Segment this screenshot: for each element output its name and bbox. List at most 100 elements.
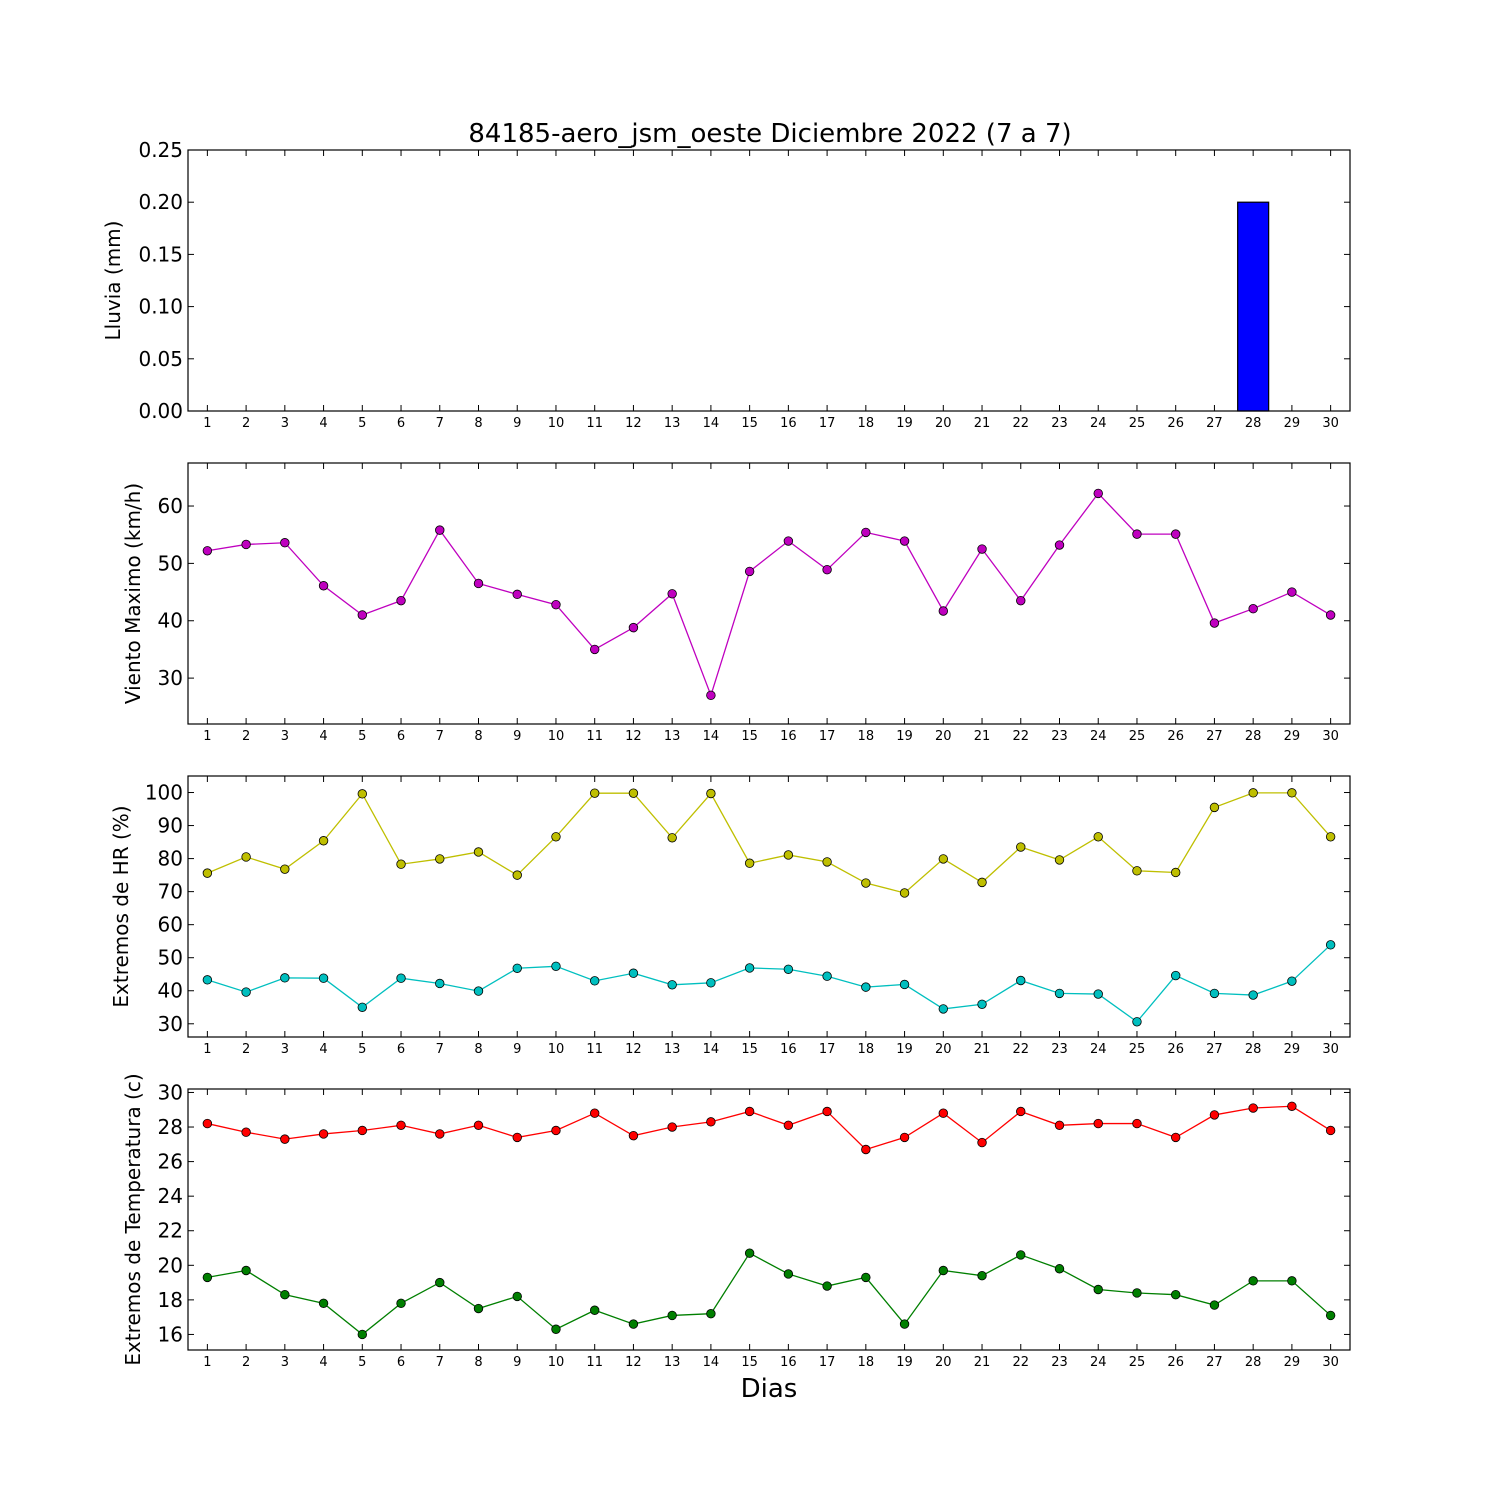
data-point (1016, 842, 1026, 852)
x-tick-label: 9 (513, 729, 521, 744)
data-point (899, 536, 910, 546)
y-axis-label: Viento Maximo (km/h) (121, 483, 145, 704)
x-tick-label: 26 (1167, 416, 1184, 431)
y-tick-label: 0.20 (138, 190, 183, 214)
x-tick-label: 19 (896, 729, 913, 744)
data-point (899, 1132, 910, 1143)
data-point (861, 527, 871, 538)
y-tick-label: 30 (158, 1080, 183, 1104)
x-tick-label: 20 (935, 729, 952, 744)
x-tick-label: 2 (242, 1042, 250, 1057)
x-tick-label: 1 (203, 416, 211, 431)
x-tick-label: 11 (586, 729, 603, 744)
x-tick-label: 22 (1012, 1042, 1029, 1057)
x-tick-label: 18 (858, 1042, 875, 1057)
x-tick-label: 7 (436, 729, 444, 744)
data-point (783, 1120, 794, 1130)
y-tick-label: 18 (158, 1288, 183, 1312)
y-tick-label: 22 (158, 1219, 183, 1243)
data-point (318, 973, 329, 983)
x-tick-label: 13 (664, 1042, 681, 1057)
x-tick-label: 11 (586, 1042, 603, 1057)
x-tick-label: 2 (242, 1355, 250, 1370)
x-tick-label: 26 (1167, 729, 1184, 744)
data-point (318, 581, 329, 591)
data-point (1248, 1276, 1258, 1286)
x-tick-label: 8 (474, 1042, 482, 1057)
data-point (1170, 867, 1181, 878)
data-point (1287, 976, 1297, 986)
data-point (1209, 1300, 1220, 1310)
data-point (744, 1106, 755, 1117)
x-tick-label: 18 (858, 729, 875, 744)
y-tick-label: 50 (158, 946, 183, 970)
data-point (628, 1130, 639, 1141)
x-tick-label: 1 (203, 1355, 211, 1370)
data-point (473, 847, 484, 857)
x-tick-label: 27 (1206, 1042, 1223, 1057)
data-point (1287, 1276, 1297, 1286)
data-point (706, 788, 716, 799)
data-point (202, 975, 213, 985)
data-point (1325, 610, 1336, 620)
data-point (590, 1108, 600, 1118)
x-tick-label: 8 (474, 1355, 482, 1370)
data-point (280, 538, 290, 548)
data-point (241, 987, 251, 997)
data-point (435, 854, 445, 864)
x-tick-label: 10 (548, 416, 565, 431)
data-point (667, 980, 677, 990)
data-point (1132, 1118, 1142, 1129)
data-point (435, 978, 445, 989)
x-tick-label: 15 (741, 729, 758, 744)
x-tick-label: 6 (397, 729, 405, 744)
x-tick-label: 8 (474, 416, 482, 431)
data-point (822, 1106, 832, 1117)
y-axis-label: Extremos de HR (%) (109, 805, 133, 1007)
data-point (357, 1125, 368, 1136)
data-point (744, 566, 755, 577)
data-point (357, 1329, 368, 1340)
x-tick-label: 27 (1206, 1355, 1223, 1370)
x-tick-label: 25 (1129, 1042, 1146, 1057)
x-tick-label: 22 (1012, 1355, 1029, 1370)
data-point (1325, 1125, 1336, 1136)
x-tick-label: 28 (1245, 1355, 1262, 1370)
data-point (1209, 1110, 1220, 1120)
data-point (551, 1125, 561, 1136)
data-point (280, 1134, 290, 1144)
data-point (435, 1277, 445, 1288)
x-tick-label: 6 (397, 1355, 405, 1370)
panel-4: Extremos de Temperatura (c) 1618202224262… (121, 1073, 1351, 1370)
x-tick-label: 30 (1322, 729, 1339, 744)
x-tick-label: 29 (1284, 1355, 1301, 1370)
x-tick-label: 11 (586, 416, 603, 431)
data-point (396, 595, 406, 606)
axes-frame (187, 1088, 1351, 1351)
data-point (822, 857, 832, 867)
x-tick-label: 28 (1245, 1042, 1262, 1057)
data-point (706, 1117, 716, 1127)
series-line (207, 1105, 1331, 1151)
y-tick-label: 50 (158, 551, 183, 575)
data-point (1248, 604, 1258, 614)
data-point (1287, 587, 1297, 597)
data-point (1093, 1118, 1103, 1129)
data-point (202, 1118, 213, 1129)
data-point (783, 964, 794, 974)
x-tick-label: 22 (1012, 416, 1029, 431)
data-point (1132, 529, 1142, 539)
y-tick-label: 90 (158, 814, 183, 838)
x-tick-label: 30 (1322, 1355, 1339, 1370)
data-point (628, 788, 639, 798)
panel-1: Lluvia (mm)0.000.050.100.150.200.251 2 3 4 5… (101, 138, 1351, 431)
data-point (396, 1120, 406, 1130)
data-point (938, 1108, 949, 1118)
data-point (1093, 488, 1103, 499)
data-point (1209, 618, 1220, 628)
x-tick-label: 19 (896, 416, 913, 431)
data-point (744, 858, 755, 868)
data-point (1170, 1289, 1181, 1300)
y-tick-label: 20 (158, 1253, 183, 1277)
